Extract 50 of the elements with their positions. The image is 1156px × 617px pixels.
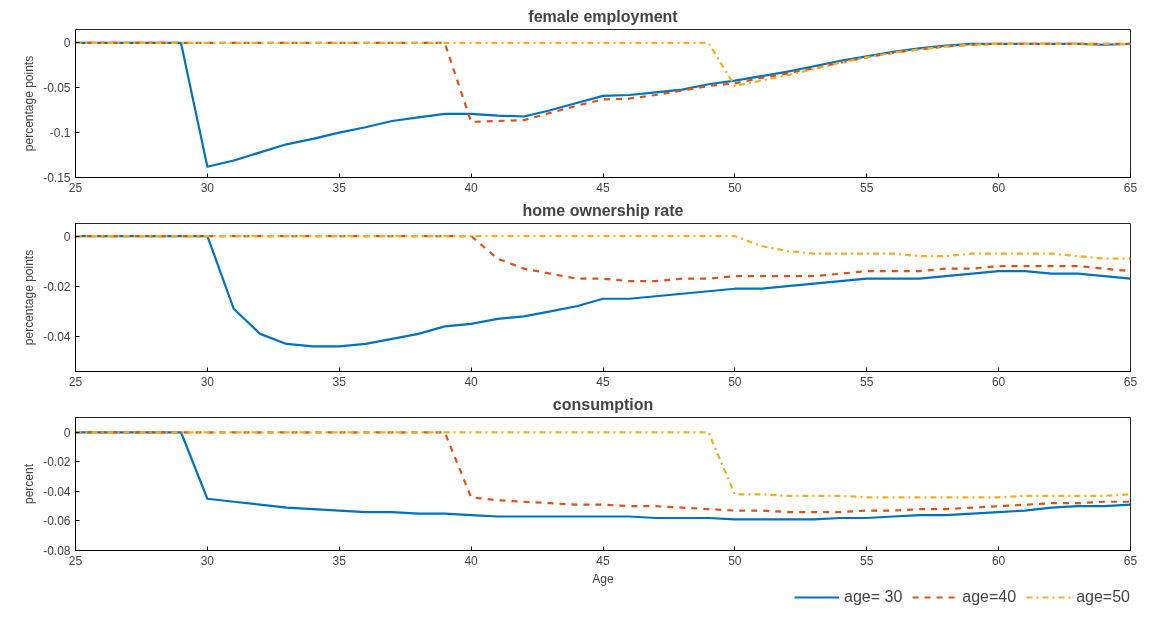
x-tick-label: 50 bbox=[728, 374, 742, 389]
y-tick-label: -0.08 bbox=[43, 544, 71, 558]
y-tick-label: -0.06 bbox=[43, 514, 71, 529]
y-tick-label: 0 bbox=[63, 229, 71, 244]
y-tick-label: -0.04 bbox=[43, 329, 71, 344]
x-tick-label: 45 bbox=[596, 553, 610, 568]
y-tick-label: 0 bbox=[63, 425, 71, 440]
x-tick-label: 35 bbox=[332, 553, 347, 568]
legend-label: age=40 bbox=[962, 588, 1017, 606]
line-series bbox=[75, 431, 1131, 499]
x-tick-label: 55 bbox=[860, 374, 874, 389]
x-tick-label: 30 bbox=[200, 553, 215, 568]
chart-title: consumption bbox=[552, 395, 654, 413]
x-tick-label: 65 bbox=[1123, 374, 1138, 389]
y-tick-label: 0 bbox=[63, 36, 71, 51]
y-axis-title: percent bbox=[22, 463, 37, 505]
x-axis-title: Age bbox=[592, 571, 614, 586]
x-tick-label: 25 bbox=[68, 374, 83, 389]
x-tick-label: 55 bbox=[860, 553, 874, 568]
x-tick-label: 30 bbox=[200, 374, 215, 389]
x-tick-label: 35 bbox=[332, 180, 347, 195]
x-tick-label: 60 bbox=[991, 553, 1006, 568]
x-tick-label: 65 bbox=[1123, 553, 1138, 568]
x-tick-label: 30 bbox=[200, 180, 215, 195]
x-tick-label: 60 bbox=[991, 180, 1006, 195]
x-tick-label: 45 bbox=[596, 374, 610, 389]
x-tick-label: 40 bbox=[464, 553, 479, 568]
x-tick-label: 35 bbox=[332, 374, 347, 389]
line-series bbox=[75, 41, 1131, 88]
chart-title: home ownership rate bbox=[522, 201, 684, 219]
line-series bbox=[75, 234, 1131, 260]
chart-title: female employment bbox=[528, 7, 679, 25]
x-tick-label: 60 bbox=[991, 374, 1006, 389]
x-tick-label: 40 bbox=[464, 374, 479, 389]
y-tick-label: -0.15 bbox=[43, 171, 71, 185]
y-tick-label: -0.05 bbox=[43, 81, 71, 96]
x-tick-label: 65 bbox=[1123, 180, 1138, 195]
x-tick-label: 55 bbox=[860, 180, 874, 195]
y-tick-label: -0.04 bbox=[43, 484, 71, 499]
y-tick-label: -0.02 bbox=[43, 455, 71, 470]
y-axis-title: percentage points bbox=[22, 55, 37, 152]
x-tick-label: 50 bbox=[728, 180, 742, 195]
x-tick-label: 50 bbox=[728, 553, 742, 568]
legend-label: age=50 bbox=[1076, 588, 1130, 606]
x-tick-label: 40 bbox=[464, 180, 479, 195]
y-axis-title: percentage points bbox=[22, 249, 37, 346]
x-tick-label: 45 bbox=[596, 180, 610, 195]
y-tick-label: -0.02 bbox=[43, 279, 71, 294]
legend-label: age= 30 bbox=[844, 588, 903, 606]
y-tick-label: -0.1 bbox=[49, 126, 71, 141]
